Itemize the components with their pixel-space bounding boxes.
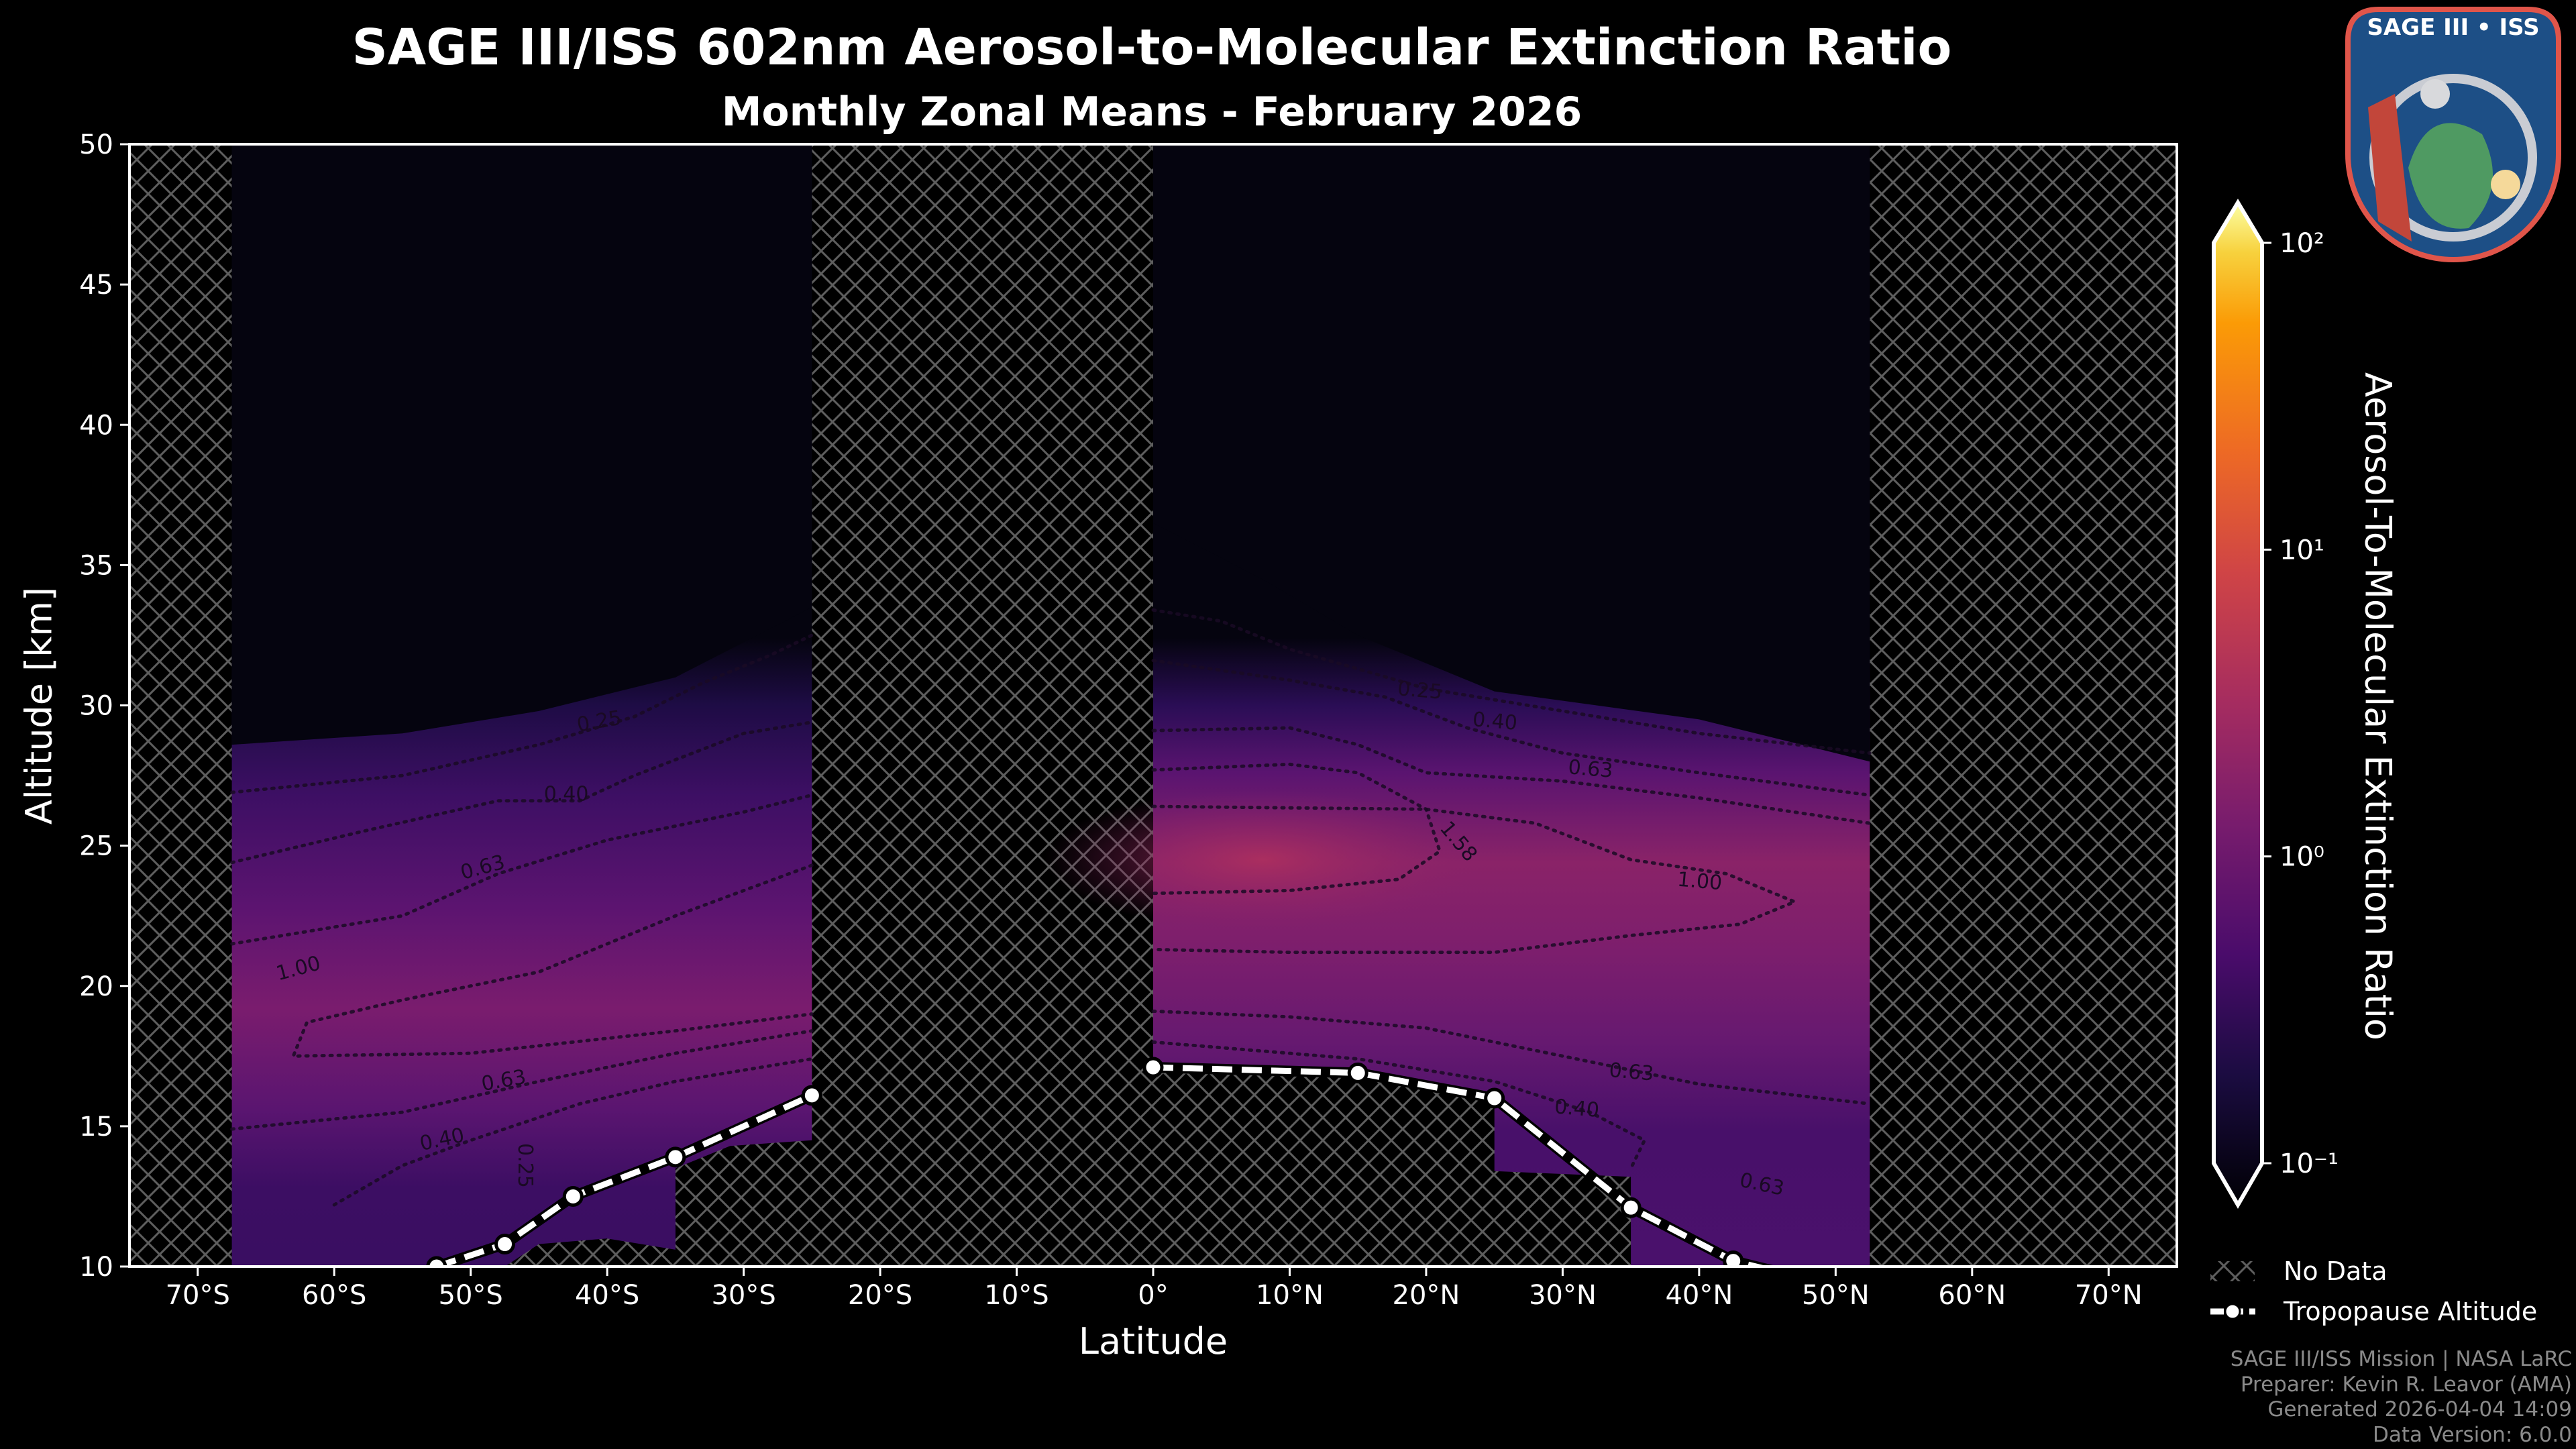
legend-label: Tropopause Altitude	[2283, 1297, 2537, 1326]
y-tick-label: 30	[79, 691, 113, 722]
colorbar-tick-label: 10⁰	[2279, 842, 2324, 873]
contour-line	[1151, 659, 1872, 797]
x-tick-label: 20°S	[848, 1280, 912, 1311]
legend-entry-tropopause: Tropopause Altitude	[2210, 1297, 2537, 1326]
y-tick-label: 50	[79, 129, 113, 160]
y-tick-label: 25	[79, 831, 113, 862]
tropopause-marker-icon	[2224, 1303, 2241, 1320]
x-tick-label: 60°N	[1938, 1280, 2006, 1311]
hatch-swatch-icon	[2210, 1261, 2255, 1281]
contour-line	[1151, 762, 1442, 896]
contour-line	[290, 863, 814, 1058]
x-tick-label: 10°S	[984, 1280, 1049, 1311]
legend-label: No Data	[2284, 1256, 2387, 1286]
peak-ratio-area	[1044, 789, 1481, 930]
tropopause-point	[665, 1146, 686, 1168]
x-tick-label: 30°N	[1529, 1280, 1597, 1311]
contour-line	[1151, 608, 1872, 755]
y-tick-label: 10	[79, 1252, 113, 1283]
chart-title: SAGE III/ISS 602nm Aerosol-to-Molecular …	[352, 19, 1952, 76]
sage-iii-iss-logo: SAGE III • ISS	[2345, 7, 2561, 262]
contour-line	[230, 633, 814, 794]
contour-line	[332, 1057, 814, 1207]
x-tick-label: 50°N	[1802, 1280, 1870, 1311]
contour-label: 0.25	[1397, 677, 1444, 704]
contour-label: 0.63	[1608, 1059, 1655, 1086]
contour-label: 0.25	[513, 1143, 537, 1188]
x-tick-label: 0°	[1138, 1280, 1168, 1311]
tropopause-point	[1347, 1062, 1368, 1083]
colorbar-tick-label: 10²	[2279, 228, 2324, 259]
y-tick-label: 40	[79, 410, 113, 441]
footer-line: Generated 2026-04-04 14:09	[2267, 1397, 2572, 1421]
contour-line	[230, 793, 814, 946]
tropopause-point	[1620, 1197, 1642, 1218]
x-tick-label: 70°S	[166, 1280, 230, 1311]
colorbar-gradient	[2212, 199, 2264, 1209]
tropopause-point	[1484, 1087, 1505, 1109]
upper-low-ratio-area	[231, 144, 812, 745]
contour-label: 0.40	[544, 783, 589, 806]
contour-line	[1151, 1040, 1647, 1171]
tropopause-point	[801, 1085, 822, 1106]
x-tick-label: 60°S	[302, 1280, 366, 1311]
y-tick-label: 15	[79, 1112, 113, 1142]
x-tick-label: 30°S	[711, 1280, 775, 1311]
y-tick-label: 35	[79, 550, 113, 581]
contour-label: 0.40	[1472, 708, 1519, 735]
upper-low-ratio-area	[1153, 144, 1870, 762]
tropopause-point	[426, 1256, 447, 1267]
contour-line	[230, 1029, 814, 1131]
contour-line	[230, 720, 814, 865]
contour-label: 0.63	[1567, 755, 1614, 783]
y-tick-label: 20	[79, 971, 113, 1002]
colorbar: 10⁻¹ 10⁰ 10¹ 10²	[2212, 199, 2339, 1209]
x-tick-label: 40°S	[575, 1280, 639, 1311]
contour-label: 1.00	[1676, 868, 1723, 896]
contour-line	[1151, 804, 1799, 955]
colorbar-tick-label: 10¹	[2279, 535, 2324, 566]
tropopause-point	[1142, 1057, 1164, 1078]
contour-label: 0.40	[1554, 1095, 1601, 1122]
x-tick-label: 50°S	[439, 1280, 503, 1311]
footer-line: Data Version: 6.0.0	[2372, 1422, 2572, 1447]
x-tick-label: 10°N	[1256, 1280, 1324, 1311]
chart-subtitle: Monthly Zonal Means - February 2026	[721, 89, 1582, 136]
contour-line	[1151, 726, 1872, 825]
logo-title: SAGE III • ISS	[2367, 14, 2539, 41]
tropopause-point	[1723, 1250, 1744, 1267]
x-tick-label: 40°N	[1665, 1280, 1733, 1311]
x-axis-label: Latitude	[1078, 1320, 1228, 1362]
footer-credits: SAGE III/ISS Mission | NASA LaRC Prepare…	[2231, 1347, 2572, 1448]
legend-entry-no-data: No Data	[2210, 1256, 2387, 1286]
tropopause-line	[1152, 1064, 1769, 1267]
footer-line: Preparer: Kevin R. Leavor (AMA)	[2240, 1372, 2572, 1397]
tropopause-point	[562, 1185, 584, 1207]
legend: No Data Tropopause Altitude	[2210, 1256, 2537, 1326]
footer-line: SAGE III/ISS Mission | NASA LaRC	[2230, 1347, 2572, 1371]
x-tick-label: 70°N	[2075, 1280, 2143, 1311]
tropopause-point	[494, 1234, 516, 1255]
contour-line	[1151, 1009, 1872, 1106]
colorbar-tick-label: 10⁻¹	[2279, 1148, 2339, 1179]
x-tick-label: 20°N	[1393, 1280, 1460, 1311]
y-tick-label: 45	[79, 270, 113, 301]
